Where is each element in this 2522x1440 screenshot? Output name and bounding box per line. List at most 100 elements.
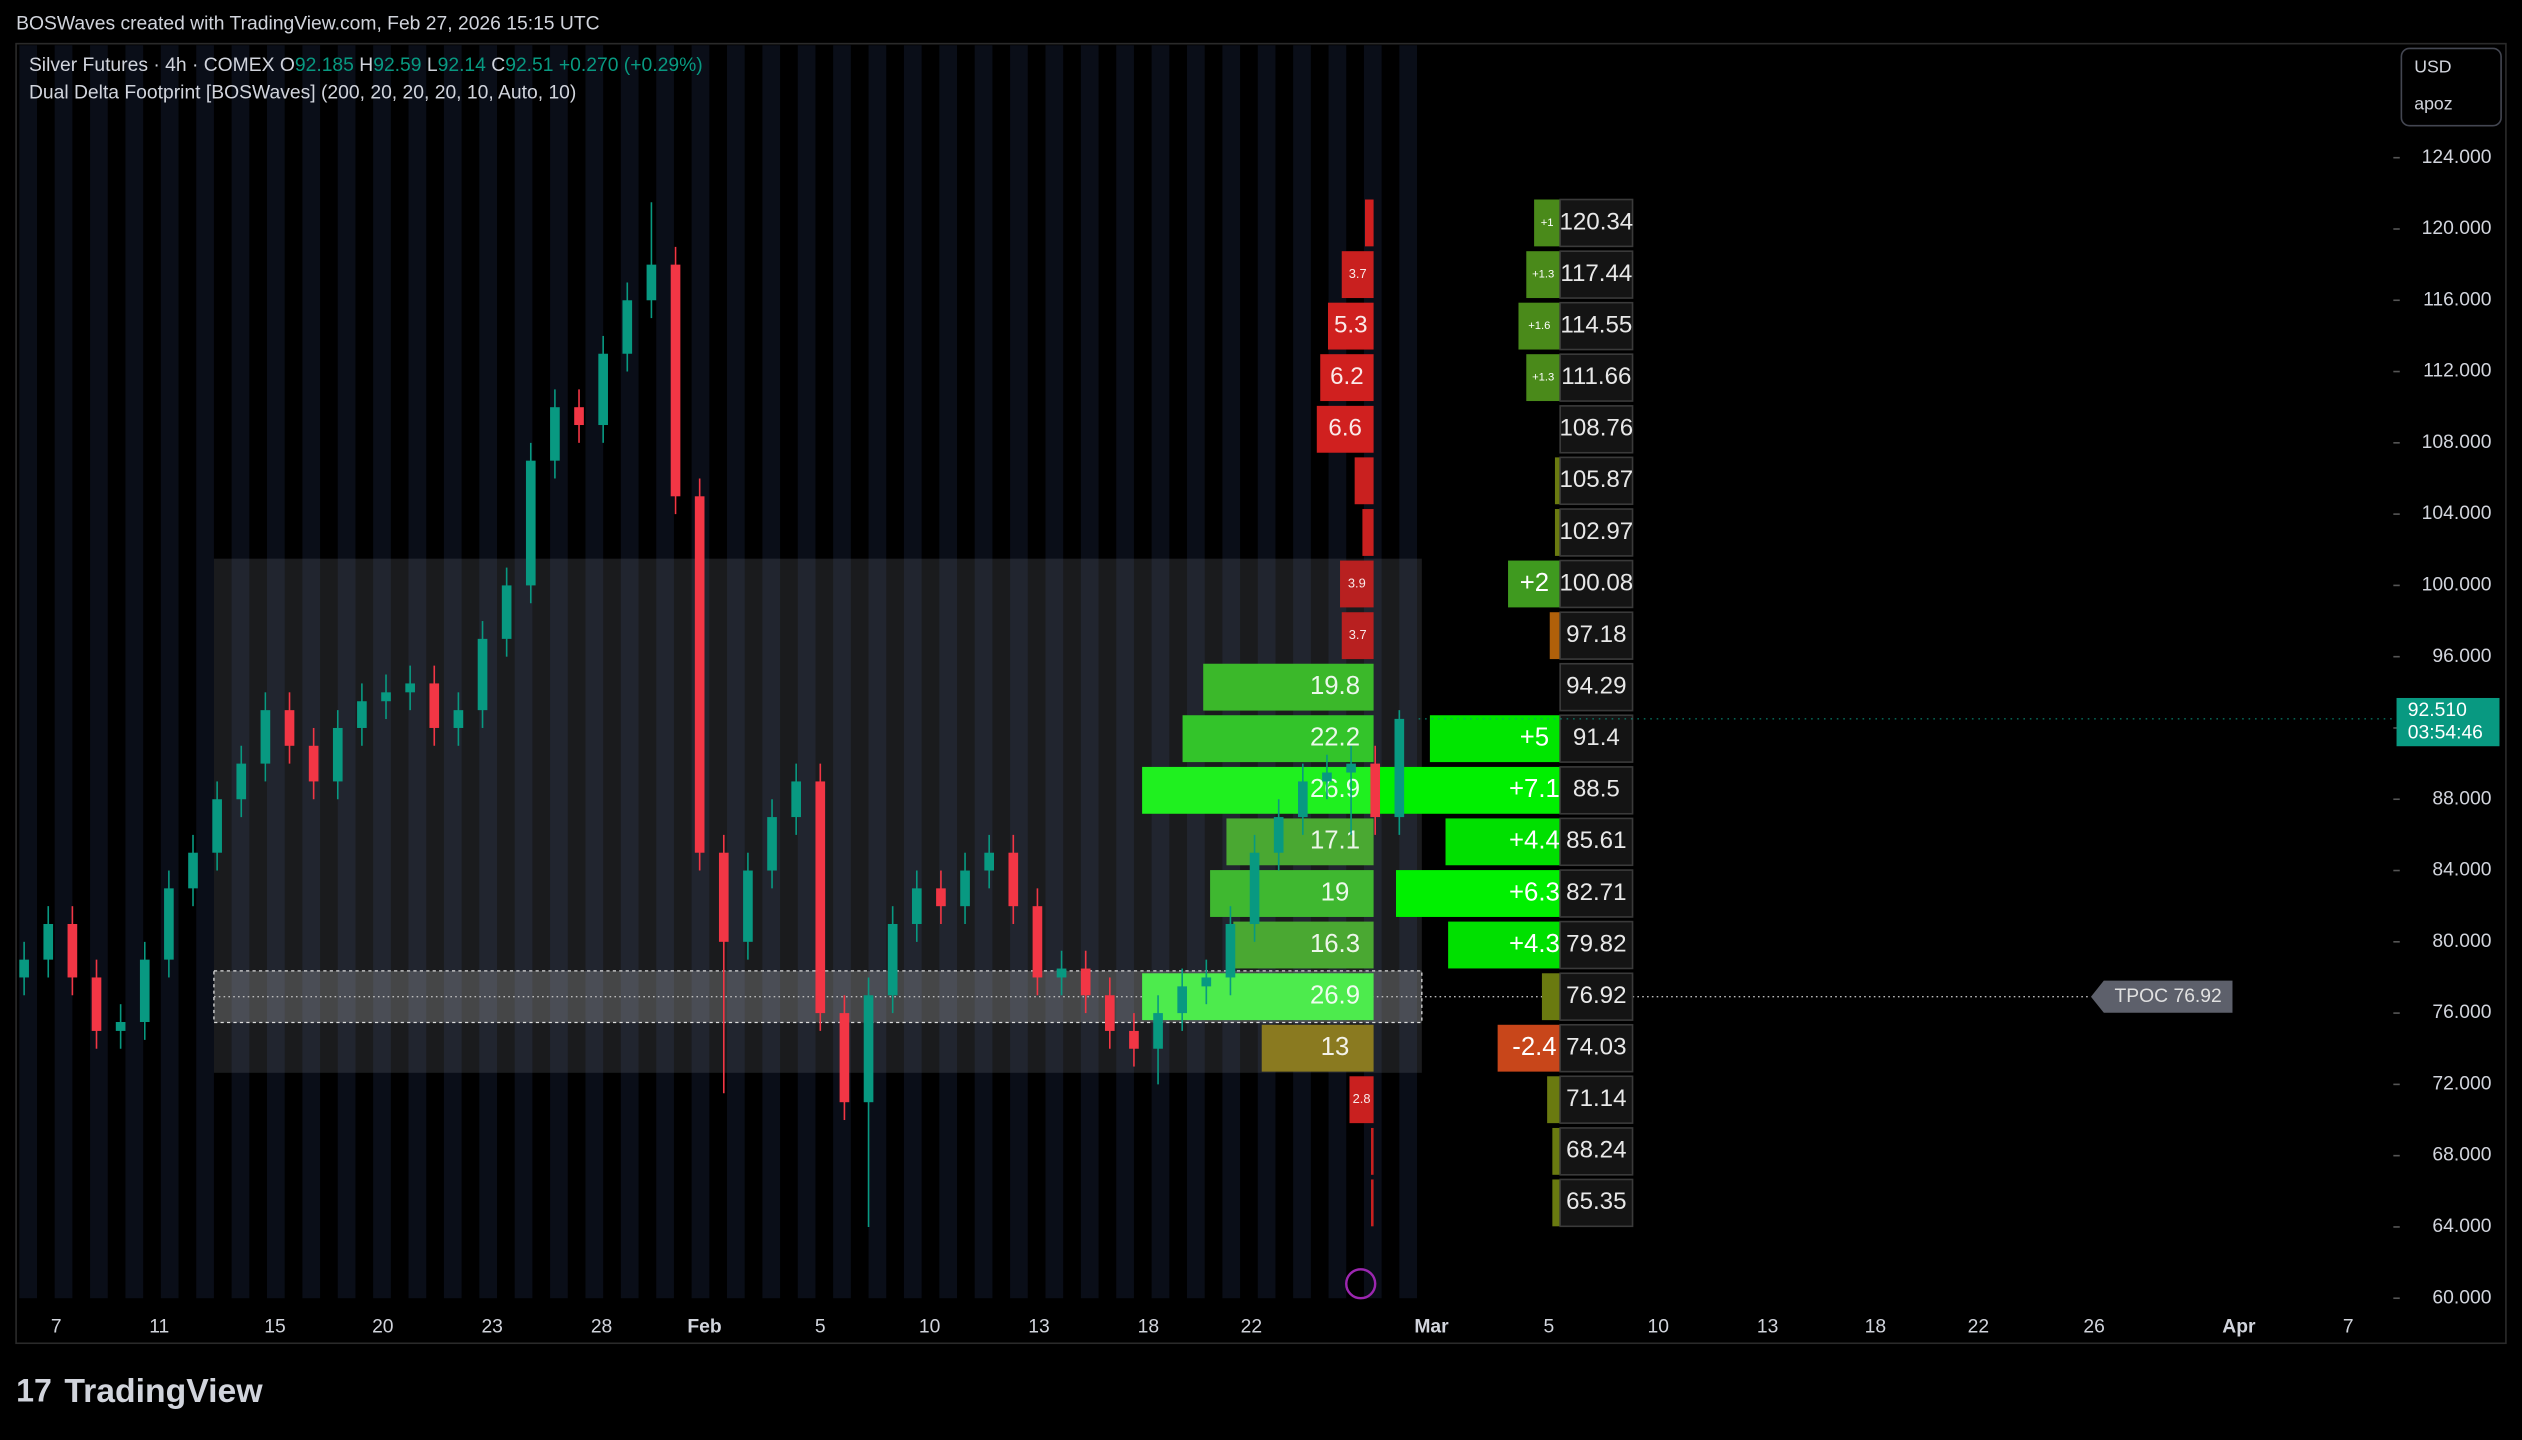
candle-body [984, 852, 995, 871]
candle-body [550, 407, 560, 461]
candle-body [1104, 995, 1115, 1031]
candle-body [332, 727, 343, 782]
x-tick-label: Mar [1414, 1316, 1449, 1337]
y-tick-label: 84.000 [2432, 860, 2491, 881]
legend-part: +0.270 (+0.29%) [559, 55, 703, 76]
last-price-box [2396, 697, 2500, 747]
delta-bar [1534, 199, 1561, 247]
volume-bar [1371, 1127, 1374, 1175]
delta-bar [1547, 1076, 1561, 1124]
x-tick-label: 5 [815, 1316, 826, 1337]
volume-bar [1142, 766, 1374, 814]
volume-label: 6.6 [1328, 415, 1362, 442]
candle-body [1346, 763, 1356, 773]
legend-part: O [275, 55, 295, 76]
delta-bar [1518, 302, 1561, 350]
x-tick-label: 5 [1544, 1316, 1555, 1337]
level-box [1559, 250, 1634, 299]
delta-bar [1445, 818, 1561, 866]
legend-part: C [486, 55, 505, 76]
candle-body [1225, 923, 1236, 978]
y-tick-label: 60.000 [2432, 1287, 2491, 1308]
level-label: 79.82 [1566, 930, 1626, 957]
volume-bar [1341, 612, 1374, 660]
legend: Silver Futures · 4h · COMEX O92.185 H92.… [29, 55, 703, 76]
y-tick-label: 72.000 [2432, 1073, 2491, 1094]
stripe [1399, 45, 1418, 1299]
level-box [1559, 662, 1634, 712]
candle-body [525, 460, 536, 586]
candle-body [1322, 772, 1332, 782]
stripe [1045, 45, 1064, 1299]
y-tick-label: 100.000 [2422, 574, 2492, 595]
x-tick-label: 7 [51, 1316, 62, 1337]
delta-bar [1541, 973, 1561, 1021]
x-tick-label: 26 [2083, 1316, 2104, 1337]
level-box [1559, 508, 1634, 557]
level-label: 68.24 [1566, 1137, 1626, 1164]
y-tick-label: 68.000 [2432, 1145, 2491, 1166]
delta-label: +1.6 [1528, 320, 1550, 332]
stripe [90, 45, 108, 1299]
replay-icon[interactable] [1345, 1268, 1377, 1300]
x-tick-label: Feb [687, 1316, 721, 1337]
brand-logo: 17 [16, 1373, 52, 1409]
x-tick-label: 15 [264, 1316, 285, 1337]
candle-body [212, 799, 222, 853]
x-tick-label: 13 [1028, 1316, 1049, 1337]
candle-body [718, 852, 729, 942]
candle-body [43, 923, 54, 960]
stripe [974, 45, 993, 1299]
level-label: 88.5 [1573, 776, 1620, 803]
delta-label: +7.1 [1509, 775, 1560, 803]
account: apoz [2414, 93, 2452, 113]
x-tick-label: 28 [591, 1316, 612, 1337]
volume-label: 5.3 [1334, 311, 1368, 338]
level-box [1559, 972, 1634, 1021]
candle-body [308, 745, 319, 782]
stripe [514, 45, 533, 1299]
stripe [903, 45, 922, 1299]
volume-label: 16.3 [1310, 930, 1360, 958]
candle-body [1056, 968, 1067, 978]
x-tick-label: 22 [1968, 1316, 1989, 1337]
y-tick-label: 112.000 [2423, 361, 2491, 382]
candle-body [1153, 1013, 1163, 1049]
currency-box[interactable] [2400, 47, 2502, 127]
level-label: 117.44 [1560, 260, 1632, 287]
candle-body [188, 852, 198, 889]
candle-body [574, 407, 584, 426]
level-box [1559, 456, 1634, 506]
x-tick-label: 10 [1648, 1316, 1669, 1337]
stripe [19, 45, 37, 1299]
level-box [1559, 766, 1634, 815]
level-box [1559, 1023, 1634, 1073]
stripe [266, 45, 285, 1299]
volume-bar [1341, 251, 1374, 299]
candle-body [164, 888, 174, 960]
level-box [1559, 817, 1634, 867]
candle-body [236, 763, 247, 800]
candle-body [670, 264, 681, 497]
y-tick-label: 104.000 [2422, 503, 2492, 524]
last-price-label: 92.510 [2408, 700, 2467, 721]
volume-label: 3.7 [1349, 266, 1367, 281]
candle-body [791, 781, 801, 818]
level-box [1559, 1127, 1634, 1176]
volume-bar [1354, 457, 1374, 505]
x-tick-label: 13 [1757, 1316, 1778, 1337]
volume-label: 19.8 [1310, 672, 1360, 700]
candle-body [284, 710, 295, 746]
volume-bar [1340, 560, 1374, 608]
countdown: 03:54:46 [2408, 722, 2483, 743]
candle-body [139, 959, 150, 1023]
level-label: 91.4 [1573, 724, 1620, 751]
delta-bar [1508, 560, 1561, 608]
delta-label: +1.3 [1532, 372, 1554, 384]
candle-body [622, 300, 633, 354]
candle-body [1273, 817, 1284, 853]
delta-bar [1552, 1179, 1561, 1227]
x-tick-label: 23 [481, 1316, 502, 1337]
level-label: 76.92 [1566, 982, 1626, 1009]
candle-body [1177, 986, 1188, 1014]
